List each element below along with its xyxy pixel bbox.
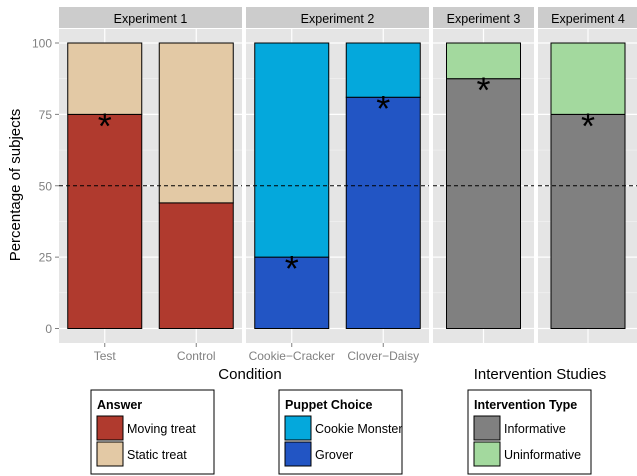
bar-segment [550,113,626,329]
panel-title: Experiment 3 [447,12,521,26]
legend-label: Static treat [127,448,187,462]
bar-segment [158,202,234,330]
significance-star: * [581,105,595,146]
panel-strip [538,7,637,28]
x-axis-label-intervention: Intervention Studies [474,366,607,383]
x-tick-label: Cookie−Cracker [249,349,335,363]
legend-swatch [96,441,124,467]
bar-segment [345,96,421,330]
bar-segment [446,42,521,80]
legend-label: Informative [504,422,566,436]
legend-label: Uninformative [504,448,581,462]
x-tick-label: Clover−Daisy [347,349,419,363]
legend-title: Answer [97,398,142,412]
panel-4: Experiment 4 * [538,7,637,343]
y-tick-label: 25 [39,251,53,265]
legend-3: Intervention Type Informative Uninformativ… [467,389,592,475]
legend-swatch [284,441,312,467]
legend-label: Grover [315,448,353,462]
legend-swatch [473,441,501,467]
bar-segment [158,42,234,204]
legend-label: Moving treat [127,422,196,436]
legend-title: Intervention Type [474,398,577,412]
legend-swatch [96,415,124,441]
panel-title: Experiment 1 [114,12,188,26]
panel-strip [433,7,534,28]
x-tick-label: Control [177,349,216,363]
significance-star: * [98,105,112,146]
bar-segment [345,42,421,98]
x-tick-label: Test [94,349,117,363]
y-tick-label: 75 [39,108,53,122]
panel-strip [59,7,242,28]
bar-segment [254,256,330,329]
y-axis: 0 25 50 75 100 [32,37,59,336]
significance-star: * [476,70,490,111]
significance-star: * [285,248,299,289]
legend-1: Answer Moving treat Static treat [90,389,215,475]
panels: Experiment 1 Test Control * Experiment 2 Cook… [59,7,637,363]
legends: Answer Moving treat Static treat Puppet Cho… [90,389,592,475]
legend-swatch [473,415,501,441]
y-tick-label: 100 [32,37,52,51]
panel-title: Experiment 4 [551,12,625,26]
panel-strip [246,7,429,28]
y-axis-label: Percentage of subjects [7,109,24,262]
bar-segment [550,42,626,115]
bar-segment [254,42,330,258]
panel-2: Experiment 2 Cookie−Cracker Clover−Daisy * * [246,7,429,363]
bar-segment [67,113,143,329]
panel-3: Experiment 3 * [433,7,534,343]
y-tick-label: 50 [39,179,53,193]
panel-1: Experiment 1 Test Control * [59,7,242,363]
bar-segment [446,78,521,329]
legend-label: Cookie Monster [315,422,403,436]
x-axis-label-condition: Condition [218,366,281,383]
legend-swatch [284,415,312,441]
bar-segment [67,42,143,115]
legend-title: Puppet Choice [285,398,373,412]
significance-star: * [376,88,390,129]
legend-2: Puppet Choice Cookie Monster Grover [278,389,403,475]
panel-title: Experiment 2 [301,12,375,26]
y-tick-label: 0 [45,322,52,336]
